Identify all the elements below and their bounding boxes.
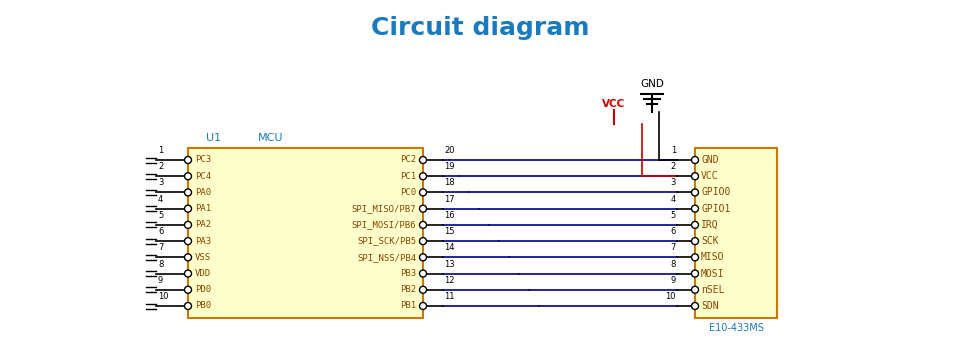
Text: nSEL: nSEL: [701, 285, 725, 295]
Circle shape: [420, 189, 426, 196]
Circle shape: [691, 156, 699, 164]
Circle shape: [691, 286, 699, 293]
Text: 7: 7: [158, 243, 163, 252]
Circle shape: [691, 205, 699, 212]
Bar: [188, 148, 423, 318]
Text: PC3: PC3: [195, 155, 211, 164]
Text: 3: 3: [671, 179, 676, 188]
Text: PB2: PB2: [400, 285, 416, 294]
Circle shape: [184, 286, 191, 293]
Text: 10: 10: [158, 292, 169, 301]
Text: 8: 8: [158, 260, 163, 268]
Text: 18: 18: [444, 179, 455, 188]
Circle shape: [691, 221, 699, 228]
Text: PB3: PB3: [400, 269, 416, 278]
Text: 1: 1: [671, 146, 676, 155]
Circle shape: [420, 173, 426, 180]
Text: 8: 8: [671, 260, 676, 268]
Text: 15: 15: [444, 227, 454, 236]
Text: PA3: PA3: [195, 237, 211, 246]
Text: 7: 7: [671, 243, 676, 252]
Circle shape: [184, 205, 191, 212]
Text: PC0: PC0: [400, 188, 416, 197]
Text: 2: 2: [158, 162, 163, 171]
Text: 3: 3: [158, 179, 163, 188]
Text: 20: 20: [444, 146, 454, 155]
Circle shape: [184, 254, 191, 261]
Text: 12: 12: [444, 276, 454, 285]
Circle shape: [691, 238, 699, 245]
Text: 4: 4: [158, 195, 163, 204]
Circle shape: [420, 254, 426, 261]
Text: SPI_MOSI/PB6: SPI_MOSI/PB6: [351, 220, 416, 229]
Text: SPI_NSS/PB4: SPI_NSS/PB4: [357, 253, 416, 262]
Circle shape: [184, 221, 191, 228]
Circle shape: [184, 238, 191, 245]
Text: 5: 5: [158, 211, 163, 220]
Text: U1: U1: [206, 133, 221, 143]
Text: SPI_MISO/PB7: SPI_MISO/PB7: [351, 204, 416, 213]
Text: 1: 1: [158, 146, 163, 155]
Text: 17: 17: [444, 195, 455, 204]
Text: PB1: PB1: [400, 301, 416, 310]
Text: PD0: PD0: [195, 285, 211, 294]
Circle shape: [691, 189, 699, 196]
Text: E10-433MS: E10-433MS: [708, 323, 763, 333]
Text: GND: GND: [701, 155, 719, 165]
Text: PC1: PC1: [400, 172, 416, 181]
Circle shape: [691, 254, 699, 261]
Text: VCC: VCC: [701, 171, 719, 181]
Circle shape: [184, 156, 191, 164]
Circle shape: [184, 189, 191, 196]
Text: 6: 6: [671, 227, 676, 236]
Text: IRQ: IRQ: [701, 220, 719, 230]
Text: MISO: MISO: [701, 252, 725, 262]
Text: 19: 19: [444, 162, 454, 171]
Circle shape: [420, 286, 426, 293]
Text: 11: 11: [444, 292, 454, 301]
Text: 9: 9: [158, 276, 163, 285]
Circle shape: [184, 302, 191, 310]
Circle shape: [420, 270, 426, 277]
Circle shape: [691, 302, 699, 310]
Text: VDD: VDD: [195, 269, 211, 278]
Text: VSS: VSS: [195, 253, 211, 262]
Text: MCU: MCU: [258, 133, 283, 143]
Text: GPIO1: GPIO1: [701, 204, 731, 214]
Text: SCK: SCK: [701, 236, 719, 246]
Circle shape: [420, 238, 426, 245]
Text: 5: 5: [671, 211, 676, 220]
Text: 6: 6: [158, 227, 163, 236]
Bar: [695, 148, 777, 318]
Circle shape: [420, 156, 426, 164]
Text: 16: 16: [444, 211, 455, 220]
Text: 2: 2: [671, 162, 676, 171]
Text: PA0: PA0: [195, 188, 211, 197]
Text: GPIO0: GPIO0: [701, 188, 731, 198]
Circle shape: [691, 270, 699, 277]
Text: SDN: SDN: [701, 301, 719, 311]
Text: 4: 4: [671, 195, 676, 204]
Text: PC4: PC4: [195, 172, 211, 181]
Text: SPI_SCK/PB5: SPI_SCK/PB5: [357, 237, 416, 246]
Circle shape: [420, 205, 426, 212]
Text: PC2: PC2: [400, 155, 416, 164]
Text: 14: 14: [444, 243, 454, 252]
Text: PA2: PA2: [195, 220, 211, 229]
Circle shape: [420, 221, 426, 228]
Circle shape: [184, 270, 191, 277]
Circle shape: [691, 173, 699, 180]
Circle shape: [184, 173, 191, 180]
Text: 9: 9: [671, 276, 676, 285]
Text: 10: 10: [665, 292, 676, 301]
Text: PB0: PB0: [195, 301, 211, 310]
Text: PA1: PA1: [195, 204, 211, 213]
Text: Circuit diagram: Circuit diagram: [371, 16, 589, 40]
Text: GND: GND: [640, 79, 664, 89]
Text: MOSI: MOSI: [701, 268, 725, 279]
Text: VCC: VCC: [602, 99, 626, 109]
Circle shape: [420, 302, 426, 310]
Text: 13: 13: [444, 260, 455, 268]
